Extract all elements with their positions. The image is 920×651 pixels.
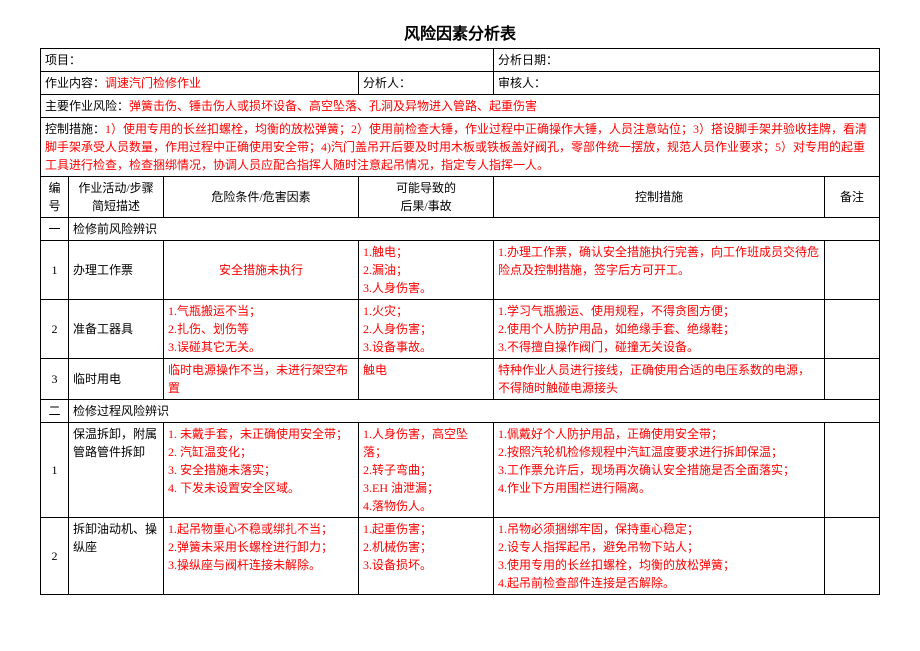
row-hazard: 临时电源操作不当，未进行架空布置 [164, 359, 359, 400]
reviewer-label: 审核人： [498, 76, 546, 90]
section-one-num: 一 [41, 218, 69, 241]
row-consequence: 1.火灾； 2.人身伤害； 3.设备事故。 [359, 300, 494, 359]
analyst-cell: 分析人： [359, 72, 494, 95]
row-control: 1.吊物必须捆绑牢固，保持重心稳定； 2.设专人指挥起吊，避免吊物下站人； 3.… [494, 518, 825, 595]
control-measure-label: 控制措施： [45, 122, 105, 136]
row-hazard: 1.气瓶搬运不当； 2.扎伤、划伤等 3.误碰其它无关。 [164, 300, 359, 359]
table-row-s2r1: 1 保温拆卸，附属管路管件拆卸 1. 未戴手套，未正确使用安全带； 2. 汽缸温… [41, 423, 880, 518]
section-one-title: 检修前风险辨识 [69, 218, 880, 241]
row-consequence: 1.起重伤害； 2.机械伤害； 3.设备损坏。 [359, 518, 494, 595]
table-row-s1r1: 1 办理工作票 安全措施未执行 1.触电； 2.漏油； 3.人身伤害。 1.办理… [41, 241, 880, 300]
table-row-s2r2: 2 拆卸油动机、操纵座 1.起吊物重心不稳或绑扎不当； 2.弹簧未采用长螺栓进行… [41, 518, 880, 595]
row-activity: 准备工器具 [69, 300, 164, 359]
row-activity: 临时用电 [69, 359, 164, 400]
table-row-s1r3: 3 临时用电 临时电源操作不当，未进行架空布置 触电 特种作业人员进行接线，正确… [41, 359, 880, 400]
section-two-title: 检修过程风险辨识 [69, 400, 880, 423]
row-consequence: 1.触电； 2.漏油； 3.人身伤害。 [359, 241, 494, 300]
main-risk-row: 主要作业风险：弹簧击伤、锤击伤人或损坏设备、高空坠落、孔洞及异物进入管路、起重伤… [41, 95, 880, 118]
analyst-label: 分析人： [363, 76, 411, 90]
row-activity: 保温拆卸，附属管路管件拆卸 [69, 423, 164, 518]
col-header-remark: 备注 [825, 177, 880, 218]
col-header-hazard: 危险条件/危害因素 [164, 177, 359, 218]
row-num: 2 [41, 300, 69, 359]
main-risk-value: 弹簧击伤、锤击伤人或损坏设备、高空坠落、孔洞及异物进入管路、起重伤害 [129, 99, 537, 113]
row-num: 1 [41, 241, 69, 300]
col-header-consequence: 可能导致的 后果/事故 [359, 177, 494, 218]
row-consequence: 1.人身伤害，高空坠落； 2.转子弯曲； 3.EH 油泄漏； 4.落物伤人。 [359, 423, 494, 518]
row-hazard: 1. 未戴手套，未正确使用安全带； 2. 汽缸温变化； 3. 安全措施未落实； … [164, 423, 359, 518]
section-two-header: 二 检修过程风险辨识 [41, 400, 880, 423]
row-remark [825, 423, 880, 518]
row-consequence: 触电 [359, 359, 494, 400]
reviewer-cell: 审核人： [494, 72, 880, 95]
row-remark [825, 241, 880, 300]
column-header-row: 编号 作业活动/步骤简短描述 危险条件/危害因素 可能导致的 后果/事故 控制措… [41, 177, 880, 218]
row-activity: 拆卸油动机、操纵座 [69, 518, 164, 595]
row-hazard: 安全措施未执行 [164, 241, 359, 300]
work-content-cell: 作业内容：调速汽门检修作业 [41, 72, 359, 95]
project-label: 项目： [45, 53, 81, 67]
row-control: 1.办理工作票，确认安全措施执行完善，向工作班成员交待危险点及控制措施，签字后方… [494, 241, 825, 300]
header-row-2: 作业内容：调速汽门检修作业 分析人： 审核人： [41, 72, 880, 95]
row-remark [825, 359, 880, 400]
work-content-label: 作业内容： [45, 76, 105, 90]
section-one-header: 一 检修前风险辨识 [41, 218, 880, 241]
table-row-s1r2: 2 准备工器具 1.气瓶搬运不当； 2.扎伤、划伤等 3.误碰其它无关。 1.火… [41, 300, 880, 359]
row-control: 1.学习气瓶搬运、使用规程，不得贪图方便； 2.使用个人防护用品，如绝缘手套、绝… [494, 300, 825, 359]
col-header-num: 编号 [41, 177, 69, 218]
col-header-control: 控制措施 [494, 177, 825, 218]
row-control: 1.佩戴好个人防护用品，正确使用安全带； 2.按照汽轮机检修规程中汽缸温度要求进… [494, 423, 825, 518]
header-row-1: 项目： 分析日期： [41, 49, 880, 72]
page-title: 风险因素分析表 [40, 20, 880, 44]
row-num: 3 [41, 359, 69, 400]
row-control: 特种作业人员进行接线，正确使用合适的电压系数的电源，不得随时触碰电源接头 [494, 359, 825, 400]
control-measure-value: 1）使用专用的长丝扣螺栓，均衡的放松弹簧；2）使用前检查大锤，作业过程中正确操作… [45, 122, 867, 172]
row-hazard: 1.起吊物重心不稳或绑扎不当； 2.弹簧未采用长螺栓进行卸力； 3.操纵座与阀杆… [164, 518, 359, 595]
row-num: 1 [41, 423, 69, 518]
analysis-date-cell: 分析日期： [494, 49, 880, 72]
control-measure-row: 控制措施：1）使用专用的长丝扣螺栓，均衡的放松弹簧；2）使用前检查大锤，作业过程… [41, 118, 880, 177]
col-header-activity: 作业活动/步骤简短描述 [69, 177, 164, 218]
row-remark [825, 518, 880, 595]
main-risk-label: 主要作业风险： [45, 99, 129, 113]
control-measure-cell: 控制措施：1）使用专用的长丝扣螺栓，均衡的放松弹簧；2）使用前检查大锤，作业过程… [41, 118, 880, 177]
row-activity: 办理工作票 [69, 241, 164, 300]
row-remark [825, 300, 880, 359]
analysis-date-label: 分析日期： [498, 53, 558, 67]
section-two-num: 二 [41, 400, 69, 423]
row-num: 2 [41, 518, 69, 595]
project-cell: 项目： [41, 49, 494, 72]
main-risk-cell: 主要作业风险：弹簧击伤、锤击伤人或损坏设备、高空坠落、孔洞及异物进入管路、起重伤… [41, 95, 880, 118]
work-content-value: 调速汽门检修作业 [105, 76, 201, 90]
risk-analysis-table: 项目： 分析日期： 作业内容：调速汽门检修作业 分析人： 审核人： 主要作业风险… [40, 48, 880, 595]
